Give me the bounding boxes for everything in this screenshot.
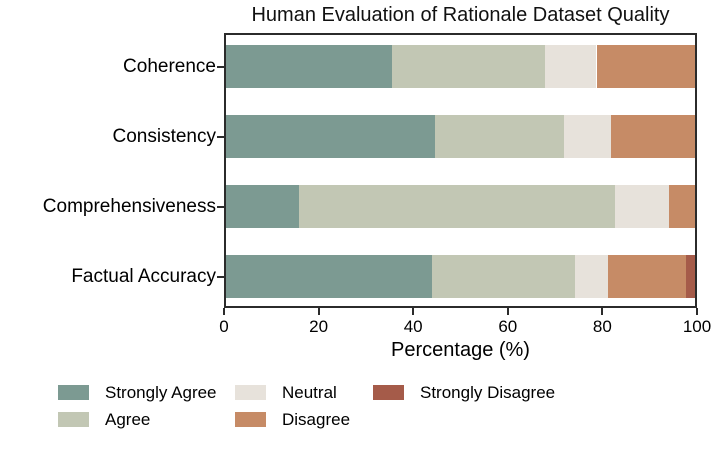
chart-title: Human Evaluation of Rationale Dataset Qu… [251,4,670,26]
legend-swatch [58,412,89,427]
legend-label: Disagree [282,410,351,429]
bar-segment [596,45,695,88]
plot-area [224,33,697,308]
x-tick [223,308,225,315]
x-tick [601,308,604,315]
bar-segment [563,115,611,158]
bar-segment [544,45,597,88]
x-tick [696,308,698,315]
category-label: Coherence [123,55,216,77]
y-tick [217,135,224,138]
bar-segment [392,45,545,88]
x-tick [317,308,320,315]
x-tick-label: 0 [219,317,229,336]
legend-label: Strongly Disagree [420,383,556,402]
x-tick-label: 60 [498,317,518,336]
category-label: Consistency [112,125,217,147]
legend-label: Neutral [282,383,337,402]
legend-label: Strongly Agree [105,383,217,402]
bar-segment [226,185,299,228]
y-tick [217,205,224,208]
bar-row [226,185,695,228]
x-tick-label: 20 [309,317,329,336]
category-label: Factual Accuracy [71,265,216,287]
bar-segment [610,115,695,158]
category-label: Comprehensiveness [42,195,216,217]
bar-segment [298,185,616,228]
bar-segment [575,255,609,298]
bar-segment [226,255,433,298]
legend-swatch [58,385,89,400]
legend-swatch [235,385,266,400]
x-tick [412,308,415,315]
bar-segment [669,185,695,228]
bar-segment [608,255,686,298]
bar-segment [226,45,393,88]
x-tick [506,308,509,315]
bar-segment [685,255,695,298]
bar-segment [226,115,435,158]
x-tick-label: 100 [682,317,712,336]
bar-row [226,45,695,88]
legend-label: Agree [105,410,151,429]
bar-row [226,255,695,298]
x-tick-label: 40 [403,317,423,336]
x-tick-label: 80 [592,317,612,336]
y-tick [217,275,224,278]
legend-swatch [373,385,404,400]
bar-segment [434,115,564,158]
legend-swatch [235,412,266,427]
bar-segment [615,185,670,228]
bar-row [226,115,695,158]
bar-segment [432,255,576,298]
x-axis-title: Percentage (%) [391,339,530,361]
y-tick [217,65,224,68]
